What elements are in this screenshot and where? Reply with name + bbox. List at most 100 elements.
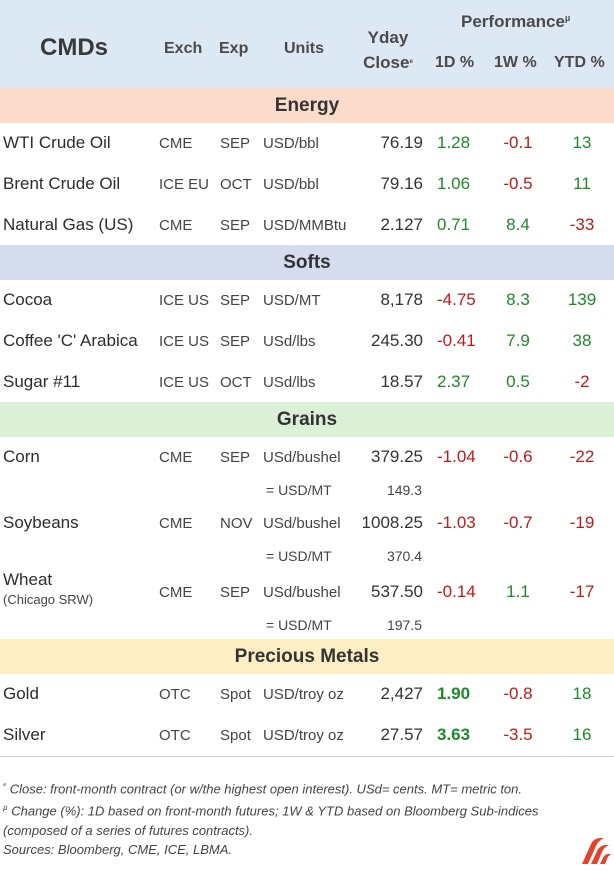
exchange-cell: OTC — [159, 686, 191, 703]
change-1w-cell: 8.4 — [506, 215, 530, 234]
footnote-change: µ Change (%): 1D based on front-month fu… — [3, 798, 563, 820]
commodity-name: Gold — [3, 684, 39, 703]
change-1w-cell: -0.5 — [503, 174, 533, 193]
commodity-name: Coffee 'C' Arabica — [3, 331, 138, 350]
conversion-units: = USD/MT — [266, 617, 332, 633]
change-1d-cell: 1.90 — [437, 684, 471, 703]
column-header-exp: Exp — [219, 40, 249, 57]
exchange-cell: ICE US — [159, 292, 210, 309]
commodity-name: Corn — [3, 447, 40, 466]
conversion-value: 370.4 — [386, 548, 422, 564]
yday-mark: ᵉ — [409, 57, 413, 67]
change-1d-cell: 1.28 — [437, 133, 471, 152]
close-cell: 379.25 — [371, 447, 423, 466]
change-ytd-cell: -17 — [569, 582, 595, 601]
table-header: CMDs Exch Exp Units Yday Closeᵉ Performa… — [0, 0, 614, 88]
table-row: Natural Gas (US) CME SEP USD/MMBtu 2.127 0.71… — [0, 205, 614, 245]
expiry-cell: SEP — [220, 135, 251, 152]
change-ytd-cell: -19 — [569, 513, 595, 532]
table-row: Silver OTC Spot USD/troy oz 27.57 3.63 -3.5 16 — [0, 715, 614, 755]
table-row: Cocoa ICE US SEP USD/MT 8,178 -4.75 8.3 139 — [0, 280, 614, 320]
change-1w-cell: 8.3 — [506, 290, 530, 309]
conversion-value: 197.5 — [386, 617, 422, 633]
exchange-cell: CME — [159, 449, 193, 466]
change-ytd-cell: -2 — [574, 372, 590, 391]
commodity-name: Soybeans — [3, 513, 79, 532]
column-header-exch: Exch — [164, 40, 203, 57]
commodity-name: Sugar #11 — [3, 372, 81, 391]
exchange-cell: CME — [159, 584, 193, 601]
column-header-ytd: YTD % — [554, 54, 605, 71]
exchange-cell: ICE US — [159, 333, 210, 350]
change-1w-cell: 1.1 — [506, 582, 530, 601]
conversion-value: 149.3 — [386, 482, 422, 498]
yday-line1: Yday — [367, 28, 409, 47]
change-1w-cell: -0.8 — [503, 684, 533, 703]
change-ytd-cell: 11 — [573, 174, 591, 193]
change-1w-cell: 0.5 — [506, 372, 530, 391]
expiry-cell: SEP — [220, 333, 251, 350]
section-energy: Energy — [0, 88, 614, 123]
column-header-1d: 1D % — [435, 54, 475, 71]
change-1d-cell: -1.03 — [437, 513, 476, 532]
table-row: Gold OTC Spot USD/troy oz 2,427 1.90 -0.8 18 — [0, 674, 614, 714]
close-cell: 1008.25 — [361, 513, 423, 532]
change-ytd-cell: 13 — [572, 133, 592, 152]
units-cell: USD/bbl — [263, 135, 319, 152]
change-1d-cell: 0.71 — [437, 215, 471, 234]
footnote-change-mark: µ — [3, 803, 8, 813]
commodity-name: Brent Crude Oil — [3, 174, 121, 193]
close-cell: 27.57 — [380, 725, 423, 744]
footnote-close-text: Close: front-month contract (or w/the hi… — [6, 781, 522, 797]
change-1d-cell: -1.04 — [437, 447, 476, 466]
flame-logo-icon — [582, 837, 611, 864]
expiry-cell: SEP — [220, 449, 251, 466]
close-cell: 2,427 — [380, 684, 423, 703]
exchange-cell: OTC — [159, 727, 191, 744]
units-cell: USd/bushel — [263, 449, 341, 466]
commodity-name: Wheat — [3, 570, 53, 589]
table-row: WTI Crude Oil CME SEP USD/bbl 76.19 1.28 -0.1 1… — [0, 123, 614, 163]
change-1w-cell: -0.1 — [503, 133, 533, 152]
change-1d-cell: 3.63 — [437, 725, 471, 744]
units-cell: USd/lbs — [263, 374, 316, 391]
table-row: Soybeans CME NOV USd/bushel 1008.25 -1.03 -0.7… — [0, 503, 614, 564]
change-ytd-cell: 38 — [572, 331, 592, 350]
commodity-name: Natural Gas (US) — [3, 215, 134, 234]
expiry-cell: OCT — [220, 176, 252, 193]
column-header-performance: Performanceµ — [461, 12, 570, 32]
units-cell: USd/lbs — [263, 333, 316, 350]
exchange-cell: CME — [159, 135, 193, 152]
section-grains: Grains — [0, 402, 614, 437]
expiry-cell: OCT — [220, 374, 252, 391]
close-cell: 537.50 — [371, 582, 423, 601]
change-1d-cell: -0.14 — [437, 582, 476, 601]
close-cell: 79.16 — [380, 174, 423, 193]
performance-mark: µ — [564, 13, 571, 23]
units-cell: USD/bbl — [263, 176, 319, 193]
section-precious-metals: Precious Metals — [0, 639, 614, 674]
conversion-units: = USD/MT — [266, 548, 332, 564]
exchange-cell: CME — [159, 217, 193, 234]
expiry-cell: NOV — [220, 515, 253, 532]
units-cell: USd/bushel — [263, 584, 341, 601]
exchange-cell: ICE US — [159, 374, 210, 391]
units-cell: USD/MMBtu — [263, 217, 347, 234]
expiry-cell: Spot — [220, 686, 251, 703]
table-row: Coffee 'C' Arabica ICE US SEP USd/lbs 245.30… — [0, 321, 614, 361]
change-ytd-cell: -22 — [569, 447, 595, 466]
performance-label: Performance — [461, 12, 565, 31]
change-ytd-cell: 139 — [567, 290, 597, 309]
change-1d-cell: -4.75 — [437, 290, 476, 309]
column-header-yday-close: Yday Closeᵉ — [361, 26, 415, 75]
commodity-name: WTI Crude Oil — [3, 133, 111, 152]
units-cell: USD/MT — [263, 292, 321, 309]
yday-line2: Close — [363, 53, 410, 72]
change-1w-cell: -3.5 — [503, 725, 533, 744]
footnote-change-text: Change (%): 1D based on front-month futu… — [7, 803, 539, 819]
expiry-cell: Spot — [220, 727, 251, 744]
section-softs: Softs — [0, 245, 614, 280]
footnote-change-cont: (composed of a series of futures contrac… — [3, 822, 253, 838]
footnotes: ᵉ Close: front-month contract (or w/the … — [3, 776, 563, 859]
expiry-cell: SEP — [220, 584, 251, 601]
